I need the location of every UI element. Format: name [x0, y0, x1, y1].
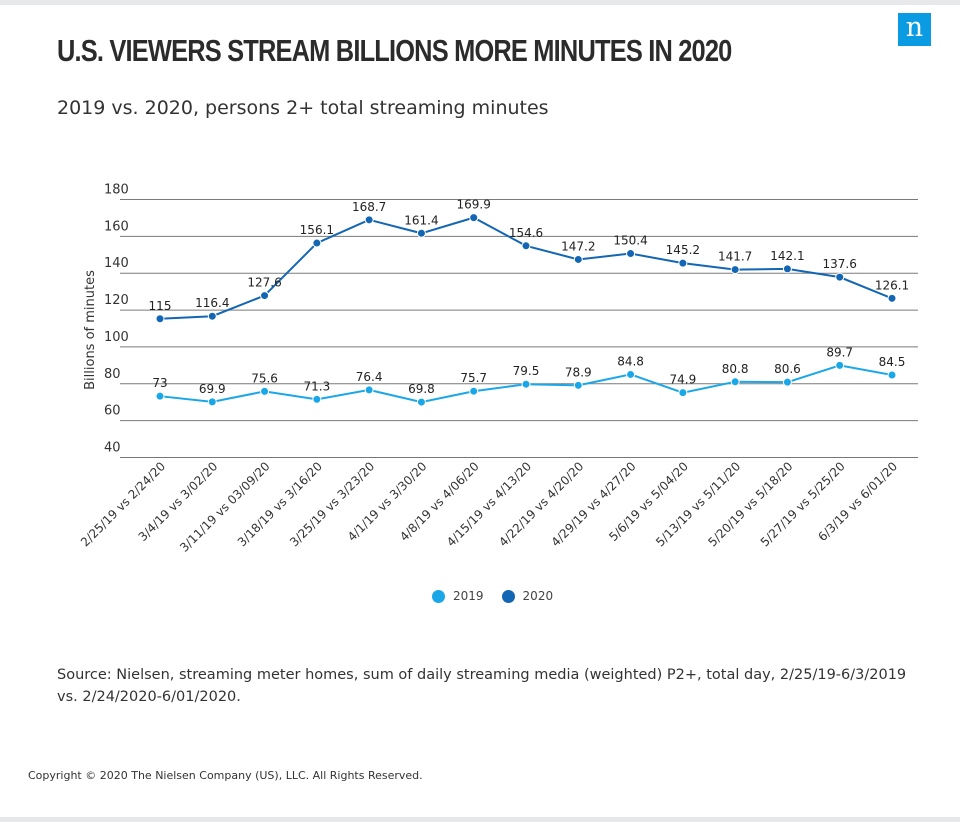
data-point-2019 [573, 380, 583, 390]
line-chart: 40 60 80 100 120 140 160 180 Billions of minutes… [78, 183, 918, 555]
data-label-2019: 78.9 [565, 365, 592, 379]
data-point-2020 [887, 293, 897, 303]
data-label-2020: 116.4 [195, 296, 229, 310]
data-label-2020: 141.7 [718, 250, 752, 264]
data-label-2020: 154.6 [509, 226, 543, 240]
data-point-2019 [312, 394, 322, 404]
x-tick-label: 3/11/19 vs 03/09/20 [177, 459, 273, 555]
data-label-2019: 74.9 [669, 373, 696, 387]
copyright-notice: Copyright © 2020 The Nielsen Company (US… [28, 769, 423, 782]
data-label-2020: 145.2 [666, 243, 700, 257]
data-point-2020 [626, 249, 636, 259]
data-label-2019: 69.9 [199, 382, 226, 396]
y-tick-label: 120 [104, 293, 129, 308]
data-label-2020: 156.1 [300, 223, 334, 237]
legend-marker-2020 [501, 589, 515, 603]
chart-legend: 2019 2020 [432, 586, 561, 606]
data-label-2019: 89.7 [826, 345, 853, 359]
data-point-2020 [835, 272, 845, 282]
data-label-2020: 168.7 [352, 200, 386, 214]
data-point-2020 [416, 228, 426, 238]
y-tick-label: 160 [104, 219, 129, 234]
legend-label-2020: 2020 [522, 589, 554, 603]
top-border [0, 0, 960, 5]
data-label-2019: 80.8 [722, 362, 749, 376]
data-point-2019 [887, 370, 897, 380]
data-label-2020: 147.2 [561, 239, 595, 253]
y-tick-label: 100 [104, 330, 129, 345]
chart-subtitle: 2019 vs. 2020, persons 2+ total streamin… [57, 97, 549, 119]
data-label-2019: 80.6 [774, 362, 801, 376]
data-point-2020 [573, 254, 583, 264]
data-point-2019 [678, 388, 688, 398]
data-point-2020 [207, 311, 217, 321]
data-label-2020: 161.4 [404, 213, 438, 227]
data-label-2019: 84.8 [617, 354, 644, 368]
data-point-2020 [782, 264, 792, 274]
data-point-2020 [678, 258, 688, 268]
data-label-2019: 84.5 [879, 355, 906, 369]
data-label-2020: 137.6 [823, 257, 857, 271]
data-label-2019: 69.8 [408, 382, 435, 396]
nielsen-logo: n [898, 13, 931, 46]
data-point-2019 [416, 397, 426, 407]
bottom-border [0, 817, 960, 822]
data-point-2020 [469, 213, 479, 223]
y-tick-label: 60 [104, 404, 121, 419]
chart-title: U.S. VIEWERS STREAM BILLIONS MORE MINUTE… [57, 33, 732, 68]
data-label-2020: 115 [149, 299, 172, 313]
y-axis-label: Billions of minutes [83, 270, 98, 390]
data-point-2020 [364, 215, 374, 225]
data-label-2020: 150.4 [613, 234, 647, 248]
data-label-2019: 71.3 [303, 379, 330, 393]
legend-item-2019: 2019 [432, 589, 484, 603]
data-point-2019 [626, 369, 636, 379]
x-tick-label: 2/25/19 vs 2/24/20 [78, 459, 168, 549]
source-note: Source: Nielsen, streaming meter homes, … [57, 667, 907, 705]
data-point-2019 [207, 397, 217, 407]
data-point-2020 [260, 291, 270, 301]
data-label-2020: 142.1 [770, 249, 804, 263]
data-point-2019 [730, 377, 740, 387]
legend-label-2019: 2019 [453, 589, 484, 603]
y-tick-label: 40 [104, 441, 121, 456]
data-point-2019 [260, 386, 270, 396]
data-point-2020 [155, 314, 165, 324]
y-tick-label: 140 [104, 256, 129, 271]
y-tick-label: 80 [104, 367, 121, 382]
data-label-2019: 75.6 [251, 371, 278, 385]
data-label-2019: 73 [152, 376, 167, 390]
data-point-2019 [469, 386, 479, 396]
data-label-2019: 75.7 [460, 371, 487, 385]
data-label-2019: 79.5 [513, 364, 540, 378]
data-label-2020: 127.6 [247, 276, 281, 290]
data-label-2020: 169.9 [457, 198, 491, 212]
data-label-2020: 126.1 [875, 278, 909, 292]
legend-marker-2019 [432, 589, 445, 603]
data-point-2019 [155, 391, 165, 401]
data-point-2019 [782, 377, 792, 387]
y-tick-label: 180 [104, 183, 129, 198]
data-label-2019: 76.4 [356, 370, 383, 384]
data-point-2019 [521, 379, 531, 389]
data-point-2019 [835, 360, 845, 370]
data-point-2020 [312, 238, 322, 248]
data-point-2019 [364, 385, 374, 395]
data-point-2020 [730, 265, 740, 275]
legend-item-2020: 2020 [501, 589, 554, 603]
data-point-2020 [521, 241, 531, 251]
